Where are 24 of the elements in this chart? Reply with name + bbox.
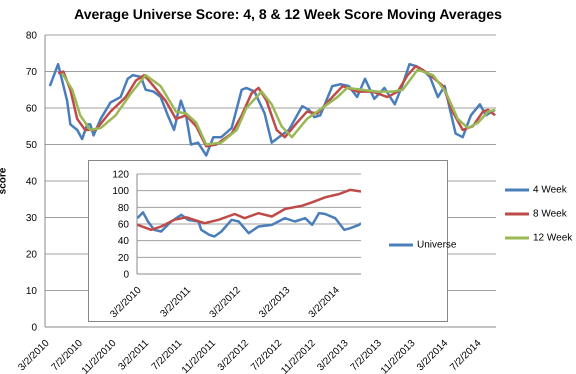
y-tick-label: 50 (26, 140, 38, 152)
y-tick-label: 70 (26, 67, 38, 78)
y-tick-label: 30 (26, 213, 38, 224)
y-tick-label: 0 (31, 322, 38, 334)
y-tick-label: 20 (26, 250, 38, 261)
line-series (137, 211, 361, 238)
legend-label: 4 Week (533, 184, 567, 196)
chart-title: Average Universe Score: 4, 8 & 12 Week Score Moving Averages (73, 6, 503, 22)
y-tick-label: 40 (26, 176, 38, 188)
y-tick-label: 60 (26, 104, 38, 115)
legend-label: 8 Week (533, 208, 567, 220)
y-tick-label: 120 (112, 170, 130, 181)
y-tick-label: 40 (118, 236, 130, 248)
y-tick-label: 0 (123, 270, 130, 281)
legend-label: Universe (417, 240, 456, 251)
y-tick-label: 100 (112, 186, 130, 198)
legend-label: 12 Week (533, 232, 572, 244)
y-axis-title: score (0, 167, 9, 194)
y-tick-label: 20 (118, 252, 130, 264)
y-tick-label: 60 (118, 220, 130, 231)
y-tick-label: 80 (26, 30, 38, 42)
y-tick-label: 80 (118, 202, 130, 214)
y-tick-label: 10 (26, 286, 38, 298)
line-series (137, 188, 361, 232)
